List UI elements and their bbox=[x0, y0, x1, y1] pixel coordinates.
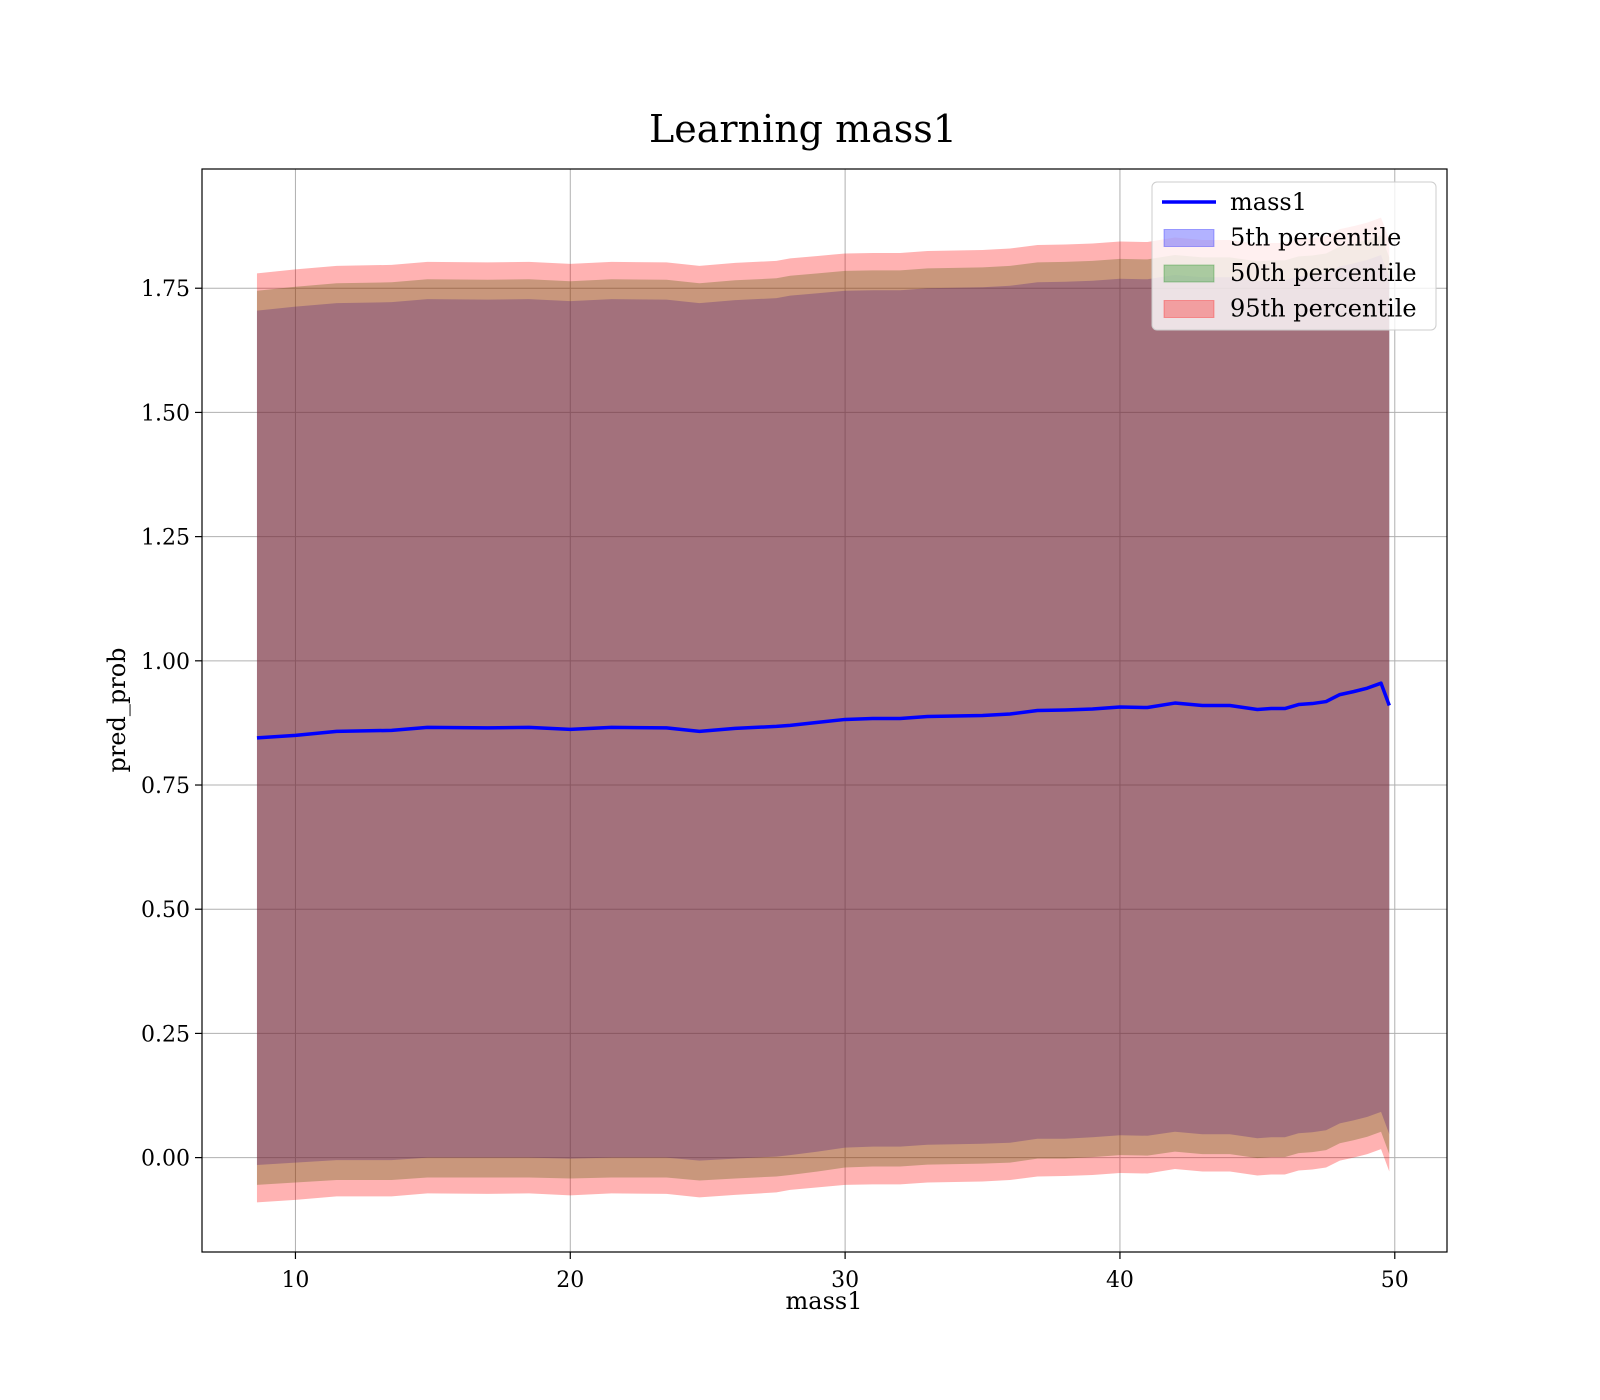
y-tick-label: 0.75 bbox=[141, 774, 190, 799]
percentile-bands bbox=[256, 217, 1390, 1203]
legend-label: 50th percentile bbox=[1230, 259, 1417, 287]
y-tick-label: 1.00 bbox=[141, 650, 190, 675]
y-tick-label: 1.25 bbox=[141, 526, 190, 551]
x-tick-label: 10 bbox=[281, 1268, 309, 1293]
x-ticks: 10 20 30 40 50 bbox=[281, 1252, 1409, 1293]
grid bbox=[202, 169, 1447, 1252]
x-tick-label: 50 bbox=[1381, 1268, 1409, 1293]
x-tick-label: 20 bbox=[556, 1268, 584, 1293]
legend-swatch-band bbox=[1163, 229, 1215, 247]
band-5th-percentile bbox=[256, 254, 1390, 1166]
y-tick-label: 0.25 bbox=[141, 1022, 190, 1047]
x-axis-label: mass1 bbox=[786, 1287, 863, 1315]
y-tick-label: 0.00 bbox=[141, 1147, 190, 1172]
legend: mass1 5th percentile 50th percentile 95th p… bbox=[1151, 181, 1437, 331]
band-50th-percentile bbox=[256, 235, 1390, 1185]
y-ticks: 0.00 0.25 0.50 0.75 1.00 1.25 1.50 1.75 bbox=[141, 277, 202, 1172]
chart-title: Learning mass1 bbox=[649, 107, 957, 151]
legend-label: 95th percentile bbox=[1230, 295, 1417, 323]
y-tick-label: 1.50 bbox=[141, 401, 190, 426]
x-tick-label: 30 bbox=[831, 1268, 859, 1293]
legend-swatch-band bbox=[1163, 264, 1215, 283]
y-tick-label: 1.75 bbox=[141, 277, 190, 302]
x-tick-label: 40 bbox=[1106, 1268, 1134, 1293]
legend-swatch-band bbox=[1163, 300, 1215, 318]
legend-label: mass1 bbox=[1230, 188, 1307, 216]
band-95th-percentile bbox=[256, 217, 1390, 1203]
plot-frame bbox=[201, 168, 1448, 1253]
series-lines bbox=[256, 681, 1391, 740]
legend-label: 5th percentile bbox=[1230, 224, 1401, 252]
line-mass1 bbox=[256, 681, 1391, 740]
y-axis-label: pred_prob bbox=[103, 647, 131, 772]
y-tick-label: 0.50 bbox=[141, 898, 190, 923]
legend-box bbox=[1151, 181, 1437, 331]
